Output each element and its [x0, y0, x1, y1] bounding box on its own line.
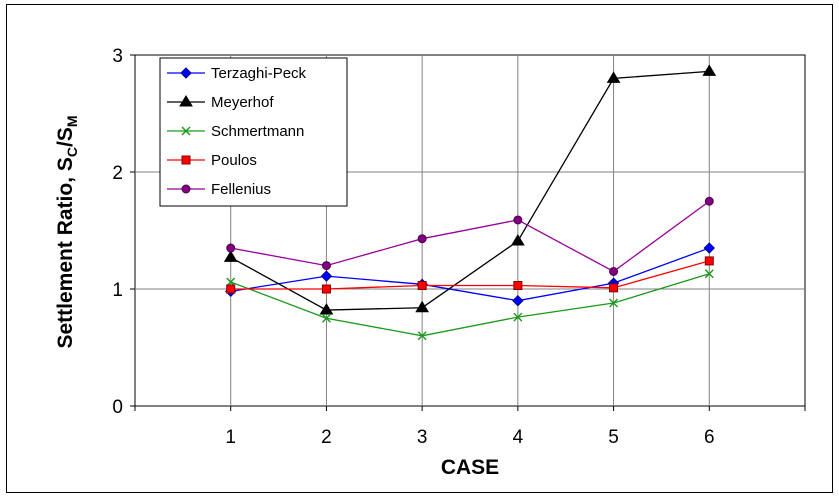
y-tick-label: 3 [112, 46, 123, 67]
y-axis-title-main: Settlement Ratio, S [54, 157, 77, 348]
circle-marker [704, 196, 714, 206]
diamond-marker [703, 242, 715, 254]
y-axis-title-slash: /S [54, 127, 77, 147]
legend-entry: Meyerhof [167, 94, 274, 111]
y-tick-label: 1 [112, 280, 123, 301]
series-layer [223, 64, 717, 341]
series-line [230, 200, 710, 273]
triangle-marker [606, 71, 621, 83]
series-schmertmann [226, 269, 714, 341]
square-marker [513, 280, 523, 290]
y-axis-title-sub-m: M [64, 115, 80, 127]
legend: Terzaghi-Peck Meyerhof Schmertmann Poulos Fe… [159, 57, 348, 207]
square-marker [226, 284, 236, 294]
x-marker [321, 313, 331, 323]
x-tick-label: 4 [513, 427, 524, 448]
y-axis-title: Settlement Ratio, SC/SM [54, 115, 80, 348]
series-meyerhof [223, 64, 717, 315]
legend-entry: Schmertmann [167, 123, 304, 140]
triangle-marker [179, 95, 193, 107]
x-marker [181, 126, 191, 136]
legend-label: Meyerhof [211, 94, 274, 111]
x-tick-label: 5 [608, 427, 619, 448]
series-line [230, 273, 710, 337]
series-line [230, 260, 710, 290]
triangle-marker [510, 234, 525, 246]
series-fellenius [226, 196, 714, 276]
series-line [230, 70, 710, 311]
x-tick-label: 6 [704, 427, 715, 448]
square-marker [321, 284, 331, 294]
x-tick-label: 3 [417, 427, 428, 448]
legend-box [159, 57, 348, 207]
circle-marker [609, 266, 619, 276]
legend-label: Poulos [211, 152, 257, 169]
circle-marker [226, 243, 236, 253]
square-marker [704, 256, 714, 266]
x-marker [417, 331, 427, 341]
x-tick-label: 2 [321, 427, 332, 448]
legend-entry: Poulos [167, 152, 257, 169]
legend-label: Terzaghi-Peck [211, 65, 307, 82]
diamond-marker [180, 67, 192, 79]
y-axis-title-sub-c: C [64, 147, 80, 157]
x-marker [513, 312, 523, 322]
triangle-marker [702, 64, 717, 76]
x-tick-label: 1 [225, 427, 236, 448]
square-marker [181, 155, 191, 165]
legend-entry: Terzaghi-Peck [167, 65, 307, 82]
triangle-marker [415, 300, 430, 313]
circle-marker [417, 234, 427, 244]
x-axis-title: CASE [441, 456, 499, 479]
circle-marker [513, 215, 523, 225]
triangle-marker [319, 303, 334, 315]
series-poulos [226, 256, 714, 294]
y-tick-label: 0 [112, 397, 123, 418]
x-marker [704, 269, 714, 279]
circle-marker [321, 261, 331, 271]
y-tick-label: 2 [112, 163, 123, 184]
circle-marker [181, 184, 191, 194]
square-marker [609, 283, 619, 293]
square-marker [417, 280, 427, 290]
diamond-marker [320, 270, 333, 282]
triangle-marker [223, 250, 238, 262]
diamond-marker [512, 294, 524, 307]
series-line [230, 247, 710, 302]
x-marker [609, 298, 619, 308]
axes [130, 54, 806, 411]
legend-label: Schmertmann [211, 123, 304, 140]
tick-labels: 0 1 2 3 1 2 3 4 5 6 [112, 46, 714, 448]
legend-label: Fellenius [211, 181, 271, 198]
legend-entry: Fellenius [167, 181, 271, 198]
